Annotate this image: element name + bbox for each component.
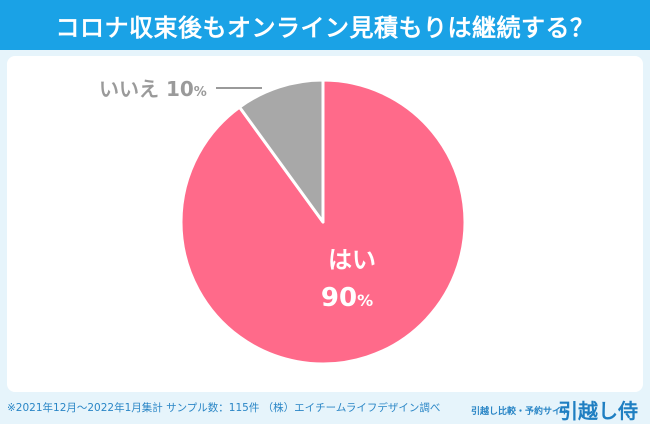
slice-label-yes: はい <box>328 246 376 274</box>
slice-label-no: いいえ 10% <box>99 77 207 101</box>
footer: ※2021年12月〜2022年1月集計 サンプル数：115件 （株）エイチームラ… <box>0 392 650 424</box>
pie-slices <box>179 78 467 366</box>
brand-logo: 引越し侍 <box>558 399 638 423</box>
site-tagline: 引越し比較・予約サイト <box>470 407 570 417</box>
pie-slice-no <box>238 78 325 224</box>
slice-value-yes: 90% <box>321 283 373 313</box>
chart-title: コロナ収束後もオンライン見積もりは継続する？ <box>55 13 595 42</box>
survey-note: ※2021年12月〜2022年1月集計 サンプル数：115件 （株）エイチームラ… <box>7 402 441 414</box>
title-bar: コロナ収束後もオンライン見積もりは継続する？ <box>0 0 650 50</box>
